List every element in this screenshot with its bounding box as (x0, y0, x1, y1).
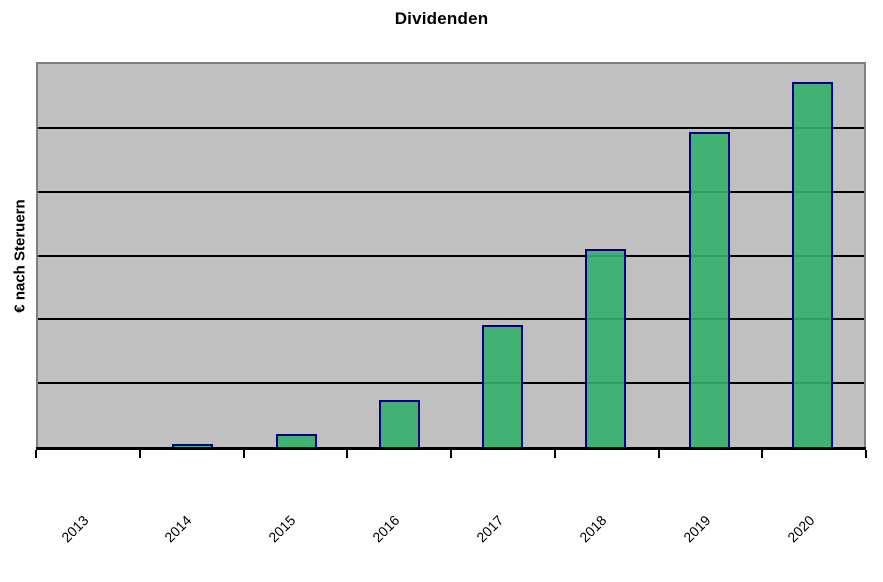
x-axis-tick (553, 450, 556, 458)
x-tick-label-2020: 2020 (784, 512, 818, 546)
x-axis-tick (761, 450, 764, 458)
horizontal-gridline (38, 318, 864, 321)
x-tick-label-2015: 2015 (265, 512, 299, 546)
bar-2016 (378, 399, 420, 447)
horizontal-gridline (38, 254, 864, 257)
x-axis-tick (346, 450, 349, 458)
x-tick-label-2013: 2013 (57, 512, 92, 546)
chart-title: Dividenden (394, 9, 489, 28)
x-tick-label-2017: 2017 (472, 512, 507, 546)
horizontal-gridline (38, 382, 864, 385)
horizontal-gridline (38, 126, 864, 129)
x-axis-tick (35, 450, 37, 458)
bar-2017 (482, 325, 524, 447)
x-axis-tick (657, 450, 660, 458)
x-axis-tick (138, 450, 141, 458)
x-tick-label-2014: 2014 (161, 512, 195, 546)
x-tick-label-2016: 2016 (369, 512, 403, 546)
bar-2018 (585, 249, 627, 447)
x-tick-label-2018: 2018 (576, 512, 610, 546)
bar-2019 (688, 132, 730, 447)
bar-2020 (791, 81, 833, 447)
plot-area (36, 62, 866, 449)
x-axis-tick (865, 450, 867, 458)
y-axis-title: € nach Steruern (11, 199, 29, 313)
x-tick-label-2019: 2019 (680, 512, 714, 546)
x-axis-tick (450, 450, 452, 458)
x-axis-tick (242, 450, 245, 458)
bar-2014 (172, 443, 214, 447)
horizontal-gridline (38, 190, 864, 193)
x-axis-line (36, 447, 866, 450)
bar-2015 (275, 433, 317, 447)
